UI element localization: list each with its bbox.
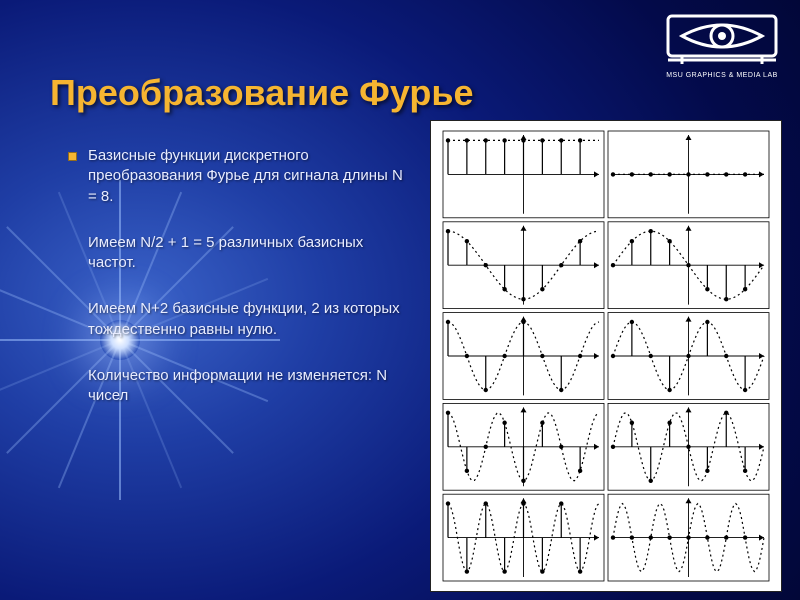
- logo-caption: MSU GRAPHICS & MEDIA LAB: [662, 72, 782, 79]
- basis-functions-figure: [430, 120, 782, 592]
- slide: MSU GRAPHICS & MEDIA LAB Преобразование …: [0, 0, 800, 600]
- lab-logo: MSU GRAPHICS & MEDIA LAB: [662, 12, 782, 79]
- bullet-item: Имеем N/2 + 1 = 5 различных базисных час…: [88, 233, 408, 274]
- bullet-item: Базисные функции дискретного преобразова…: [88, 146, 408, 207]
- basis-functions-svg: [431, 121, 781, 591]
- bullet-list: Базисные функции дискретного преобразова…: [88, 146, 408, 432]
- slide-title: Преобразование Фурье: [50, 72, 474, 114]
- eye-logo-icon: [662, 12, 782, 68]
- bullet-item: Имеем N+2 базисные функции, 2 из которых…: [88, 299, 408, 340]
- bullet-item: Количество информации не изменяется: N ч…: [88, 366, 408, 407]
